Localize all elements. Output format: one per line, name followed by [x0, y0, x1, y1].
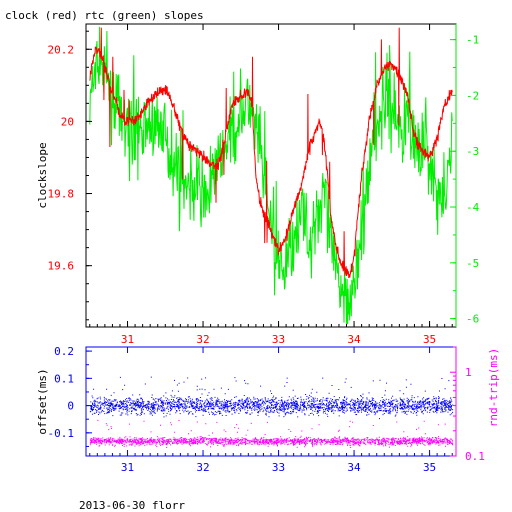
top-y2-tick-label: -6 [466, 313, 479, 326]
bottom-y-tick-label: 0.2 [54, 345, 74, 358]
top-y2-tick-label: -2 [466, 89, 479, 102]
bottom-y2-axis-label: rnd-trip(ms) [487, 348, 500, 427]
top-y2-tick-label: -1 [466, 34, 479, 47]
bottom-y-tick-label: 0 [67, 400, 74, 413]
top-y-tick-label: 20.2 [48, 43, 75, 56]
top-y2-tick-label: -4 [466, 201, 480, 214]
series-offset-points [89, 376, 454, 420]
top-x-tick-label: 33 [272, 333, 285, 346]
bottom-x-tick-label: 35 [423, 461, 436, 474]
chart-title: clock (red) rtc (green) slopes [5, 9, 204, 22]
top-x-tick-label: 34 [347, 333, 361, 346]
clock-rtc-slope-panel: 31 32 33 34 35 19.6 19.8 20 20.2 -1 -2 -3 -4 -5 -6 cloc… [36, 23, 480, 346]
top-plot-frame [85, 23, 457, 328]
bottom-x-tick-label: 31 [121, 461, 134, 474]
top-y2-tick-label: -3 [466, 145, 479, 158]
top-x-tick-label: 31 [121, 333, 134, 346]
bottom-y-tick-label: 0.1 [54, 372, 74, 385]
top-y-tick-label: 19.6 [48, 260, 75, 273]
offset-rndtrip-panel: 31 32 33 34 35 0.2 0.1 0 -0.1 1 0.1 offset(ms) rnd-t… [36, 345, 500, 474]
bottom-y-tick-label: -0.1 [48, 427, 75, 440]
top-y2-tick-label: -5 [466, 257, 479, 270]
bottom-x-tick-label: 32 [196, 461, 209, 474]
top-x-tick-label: 35 [423, 333, 436, 346]
top-x-tick-label: 32 [196, 333, 209, 346]
footer-label: 2013-06-30 florr [79, 499, 185, 512]
bottom-x-tick-label: 33 [272, 461, 285, 474]
bottom-y2-tick-label: 1 [465, 366, 472, 379]
top-y-tick-label: 19.8 [48, 188, 75, 201]
series-rtc-line [89, 26, 453, 325]
bottom-y2-tick-label: 0.1 [465, 450, 485, 463]
bottom-x-tick-label: 34 [347, 461, 361, 474]
bottom-y-axis-label: offset(ms) [36, 368, 49, 434]
series-rndtrip-points [89, 419, 454, 448]
top-y-tick-label: 20 [61, 115, 74, 128]
top-y-axis-label: clockslope [36, 142, 49, 208]
series-clock-line [89, 27, 453, 279]
